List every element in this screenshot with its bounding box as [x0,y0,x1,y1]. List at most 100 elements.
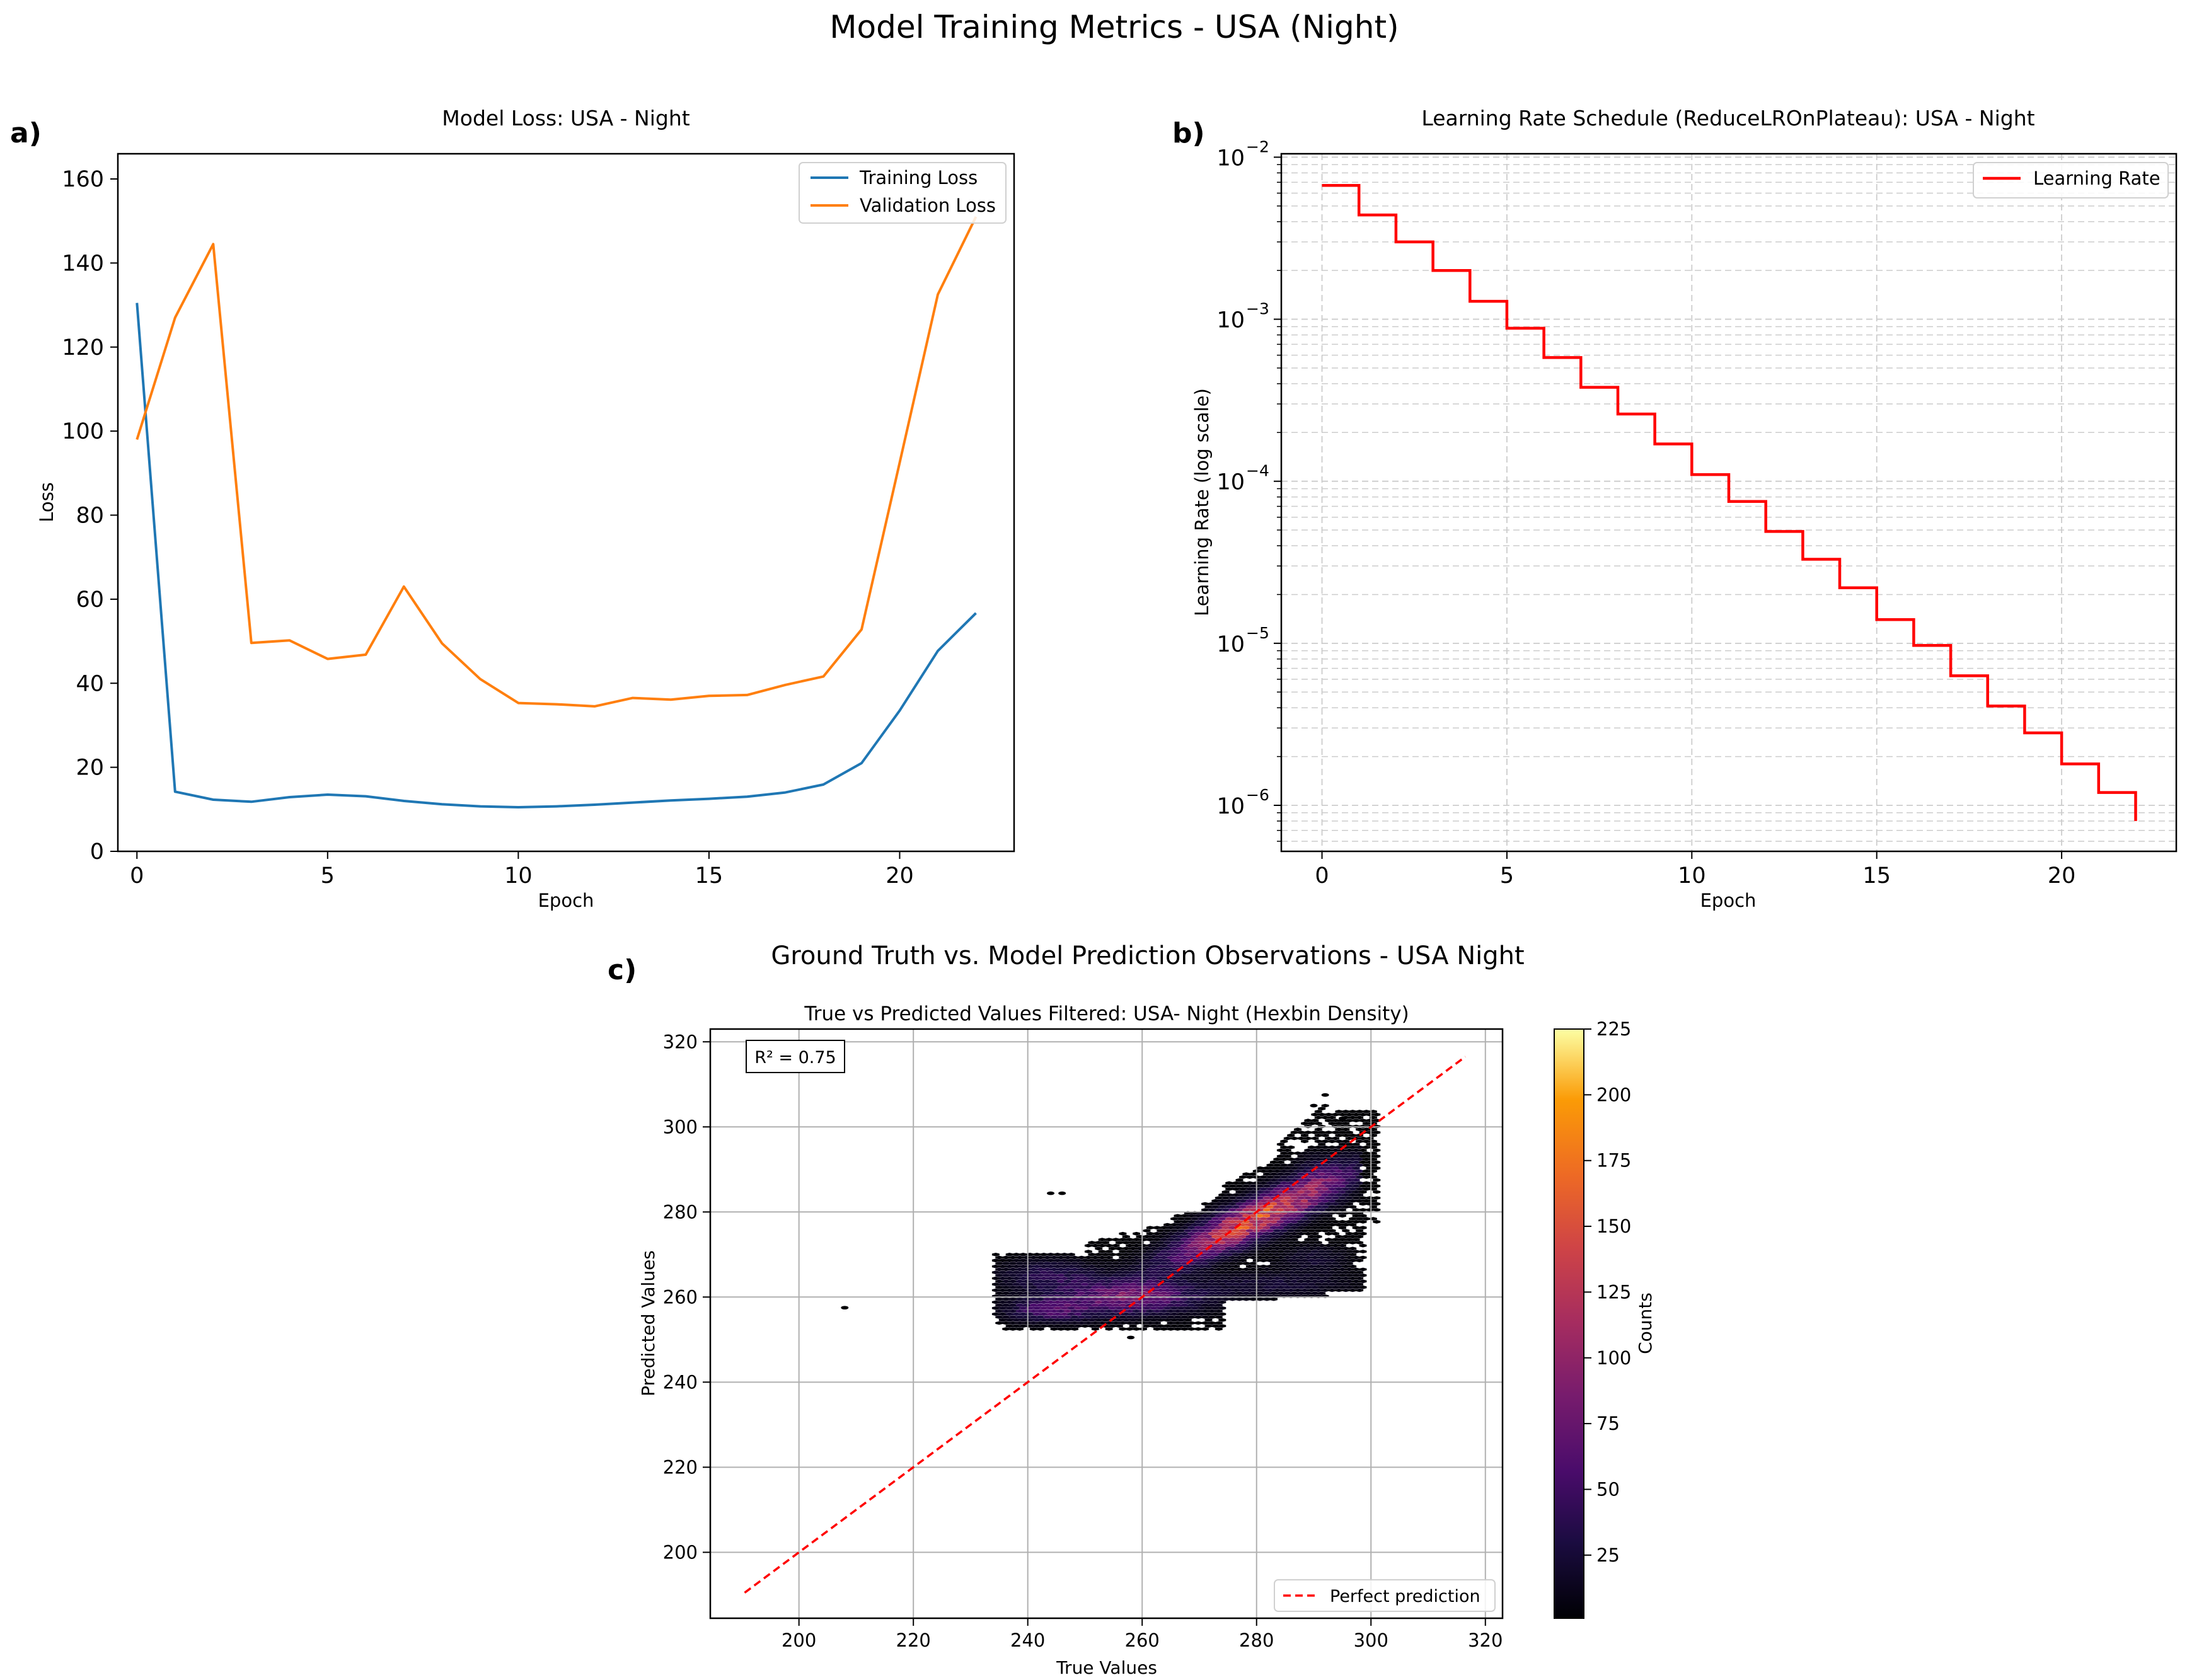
a-ytick-label: 20 [76,756,104,781]
hexbin-cell [1029,1321,1037,1325]
hexbin-cell [1235,1196,1244,1200]
hexbin-cell [1366,1131,1374,1134]
hexbin-cell [1088,1241,1096,1245]
hexbin-cell [1040,1288,1048,1292]
hexbin-cell [1349,1270,1357,1274]
a-ytick-label: 140 [62,251,104,276]
hexbin-cell [1177,1217,1185,1221]
hexbin-cell [1119,1274,1127,1277]
hexbin-cell [1366,1184,1374,1188]
hexbin-cell [1349,1246,1357,1251]
hexbin-cell [1177,1270,1185,1274]
hexbin-cell [1342,1122,1350,1125]
hexbin-cell [1349,1187,1357,1191]
hexbin-cell [1228,1267,1237,1272]
hexbin-cell [1325,1190,1333,1194]
hexbin-cell [991,1300,1000,1304]
hexbin-cell [1325,1131,1333,1134]
hexbin-cell [1276,1184,1284,1188]
hexbin-cell [1266,1288,1274,1292]
hexbin-cell [1249,1255,1257,1260]
hexbin-cell [1314,1163,1322,1167]
hexbin-cell [1242,1226,1250,1230]
hexbin-cell [1359,1274,1367,1277]
hexbin-cell [1146,1297,1154,1301]
a-ytick-label: 0 [90,839,104,865]
hexbin-cell [1245,1288,1254,1292]
hexbin-cell [1078,1291,1085,1296]
hexbin-cell [1245,1282,1254,1286]
hexbin-cell [1060,1276,1068,1280]
hexbin-cell [1283,1202,1291,1206]
hexbin-cell [1239,1234,1247,1239]
hexbin-cell [1280,1258,1288,1263]
hexbin-cell [1335,1282,1343,1286]
hexbin-cell [1157,1241,1165,1245]
hexbin-cell [1002,1303,1010,1307]
hexbin-cell [1204,1324,1213,1328]
hexbin-cell [1105,1274,1113,1277]
panel-b: b) Learning Rate Schedule (ReduceLROnPla… [1172,106,2178,911]
hexbin-cell [1191,1282,1199,1286]
hexbin-cell [1273,1253,1281,1257]
hexbin-cell [1290,1238,1298,1241]
hexbin-cell [1352,1208,1360,1212]
hexbin-cell [1345,1220,1353,1224]
hexbin-cell [1342,1199,1350,1203]
hexbin-cell [1146,1303,1154,1307]
hexbin-cell [1115,1324,1123,1328]
hexbin-cell [1349,1264,1357,1269]
hexbin-cell [1294,1163,1302,1167]
hexbin-cell [1266,1258,1274,1263]
hexbin-cell [1201,1279,1209,1284]
hexbin-cell [1098,1285,1106,1289]
hexbin-cell [1256,1274,1264,1277]
hexbin-cell [1153,1231,1161,1236]
hexbin-cell [1088,1324,1096,1328]
hexbin-cell [1304,1136,1312,1141]
hexbin-cell [1342,1151,1350,1155]
hexbin-cell [1332,1160,1339,1165]
hexbin-cell [1060,1288,1068,1292]
hexbin-cell [1016,1291,1024,1296]
hexbin-cell [1249,1202,1257,1206]
hexbin-cell [1225,1199,1233,1203]
hexbin-cell [1356,1217,1364,1221]
hexbin-cell [1225,1223,1233,1227]
hexbin-cell [1359,1231,1367,1236]
hexbin-cell [1239,1175,1247,1179]
hexbin-cell [1057,1327,1065,1331]
hexbin-cell [1321,1223,1329,1227]
hexbin-cell [1060,1318,1068,1322]
hexbin-cell [1276,1279,1284,1284]
hexbin-cell [1170,1264,1178,1269]
hexbin-cell [1276,1250,1284,1253]
hexbin-cell [1060,1306,1068,1310]
hexbin-cell [1002,1274,1010,1277]
hexbin-cell [1150,1312,1158,1316]
hexbin-cell [1270,1231,1278,1236]
hexbin-cell [1335,1110,1343,1113]
hexbin-cell [1133,1255,1141,1260]
hexbin-cell [1297,1190,1305,1194]
hexbin-cell [1349,1133,1357,1137]
hexbin-cell [1146,1285,1154,1289]
hexbin-cell [1095,1264,1103,1269]
hexbin-cell [1043,1309,1051,1313]
hexbin-cell [1294,1187,1302,1191]
hexbin-cell [1098,1238,1106,1241]
hexbin-cell [1184,1264,1192,1269]
hexbin-cell [1060,1270,1068,1274]
hexbin-cell [1266,1223,1274,1227]
hexbin-cell [1221,1238,1230,1241]
hexbin-cell [1012,1306,1020,1310]
hexbin-cell [1036,1321,1044,1325]
hexbin-cell [1129,1246,1137,1251]
hexbin-cell [1328,1157,1336,1161]
hexbin-cell [1311,1112,1319,1117]
hexbin-cell [1133,1291,1141,1296]
hexbin-cell [1143,1300,1151,1304]
hexbin-cell [1150,1264,1158,1269]
hexbin-cell [1177,1229,1185,1233]
hexbin-cell [1084,1279,1092,1284]
